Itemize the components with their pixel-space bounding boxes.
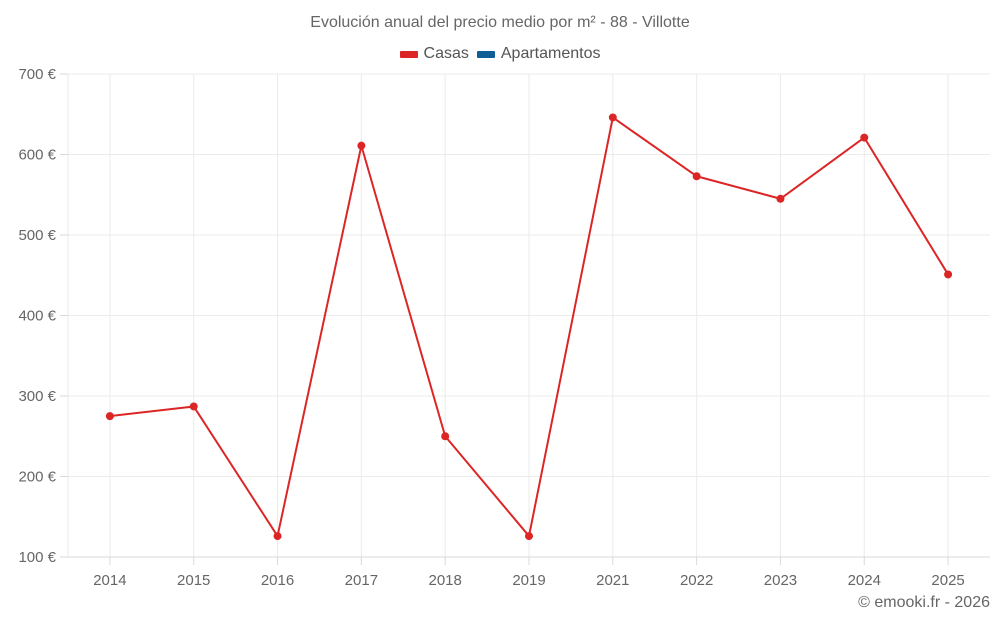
data-point[interactable] <box>441 432 450 441</box>
legend-item-apartamentos[interactable]: Apartamentos <box>476 45 601 63</box>
data-point[interactable] <box>273 532 282 541</box>
x-tick-label: 2017 <box>345 572 378 589</box>
y-tick-label: 200 € <box>18 469 56 486</box>
x-tick-label: 2025 <box>931 572 964 589</box>
x-tick-label: 2024 <box>848 572 881 589</box>
data-point[interactable] <box>357 141 366 150</box>
y-tick-label: 700 € <box>18 66 56 83</box>
y-tick-label: 400 € <box>18 308 56 325</box>
legend-swatch-apartamentos-icon <box>476 50 495 58</box>
data-point[interactable] <box>525 532 533 541</box>
x-tick-label: 2023 <box>764 572 797 589</box>
data-point[interactable] <box>944 270 953 279</box>
data-point[interactable] <box>189 402 198 411</box>
x-tick-label: 2014 <box>93 572 126 589</box>
series-casas <box>105 113 953 541</box>
data-point[interactable] <box>692 172 701 181</box>
legend-label-apartamentos: Apartamentos <box>500 45 601 62</box>
y-tick-label: 300 € <box>18 388 56 405</box>
x-tick-label: 2021 <box>596 572 629 589</box>
chart-title: Evolución anual del precio medio por m² … <box>310 14 690 31</box>
legend: Casas Apartamentos <box>0 45 1000 63</box>
x-tick-label: 2015 <box>177 572 210 589</box>
data-point[interactable] <box>860 133 869 142</box>
y-tick-label: 500 € <box>18 227 56 244</box>
x-tick-label: 2022 <box>680 572 713 589</box>
credit-text: © emooki.fr - 2026 <box>858 594 990 611</box>
x-tick-label: 2018 <box>428 572 461 589</box>
x-axis: 2014 2015 2016 2017 2018 2019 2021 2022 2023 2024… <box>68 556 990 589</box>
y-tick-label: 100 € <box>18 549 56 566</box>
legend-swatch-casas-icon <box>399 50 418 58</box>
data-point[interactable] <box>776 194 785 203</box>
x-tick-label: 2016 <box>261 572 294 589</box>
y-tick-label: 600 € <box>18 147 56 164</box>
legend-item-casas[interactable]: Casas <box>399 45 469 63</box>
legend-label-casas: Casas <box>423 45 469 62</box>
x-tick-label: 2019 <box>512 572 545 589</box>
data-point[interactable] <box>105 412 114 421</box>
data-point[interactable] <box>608 113 617 122</box>
y-axis: 100 € 200 € 300 € 400 € 500 € 600 € 700 € <box>18 66 68 566</box>
